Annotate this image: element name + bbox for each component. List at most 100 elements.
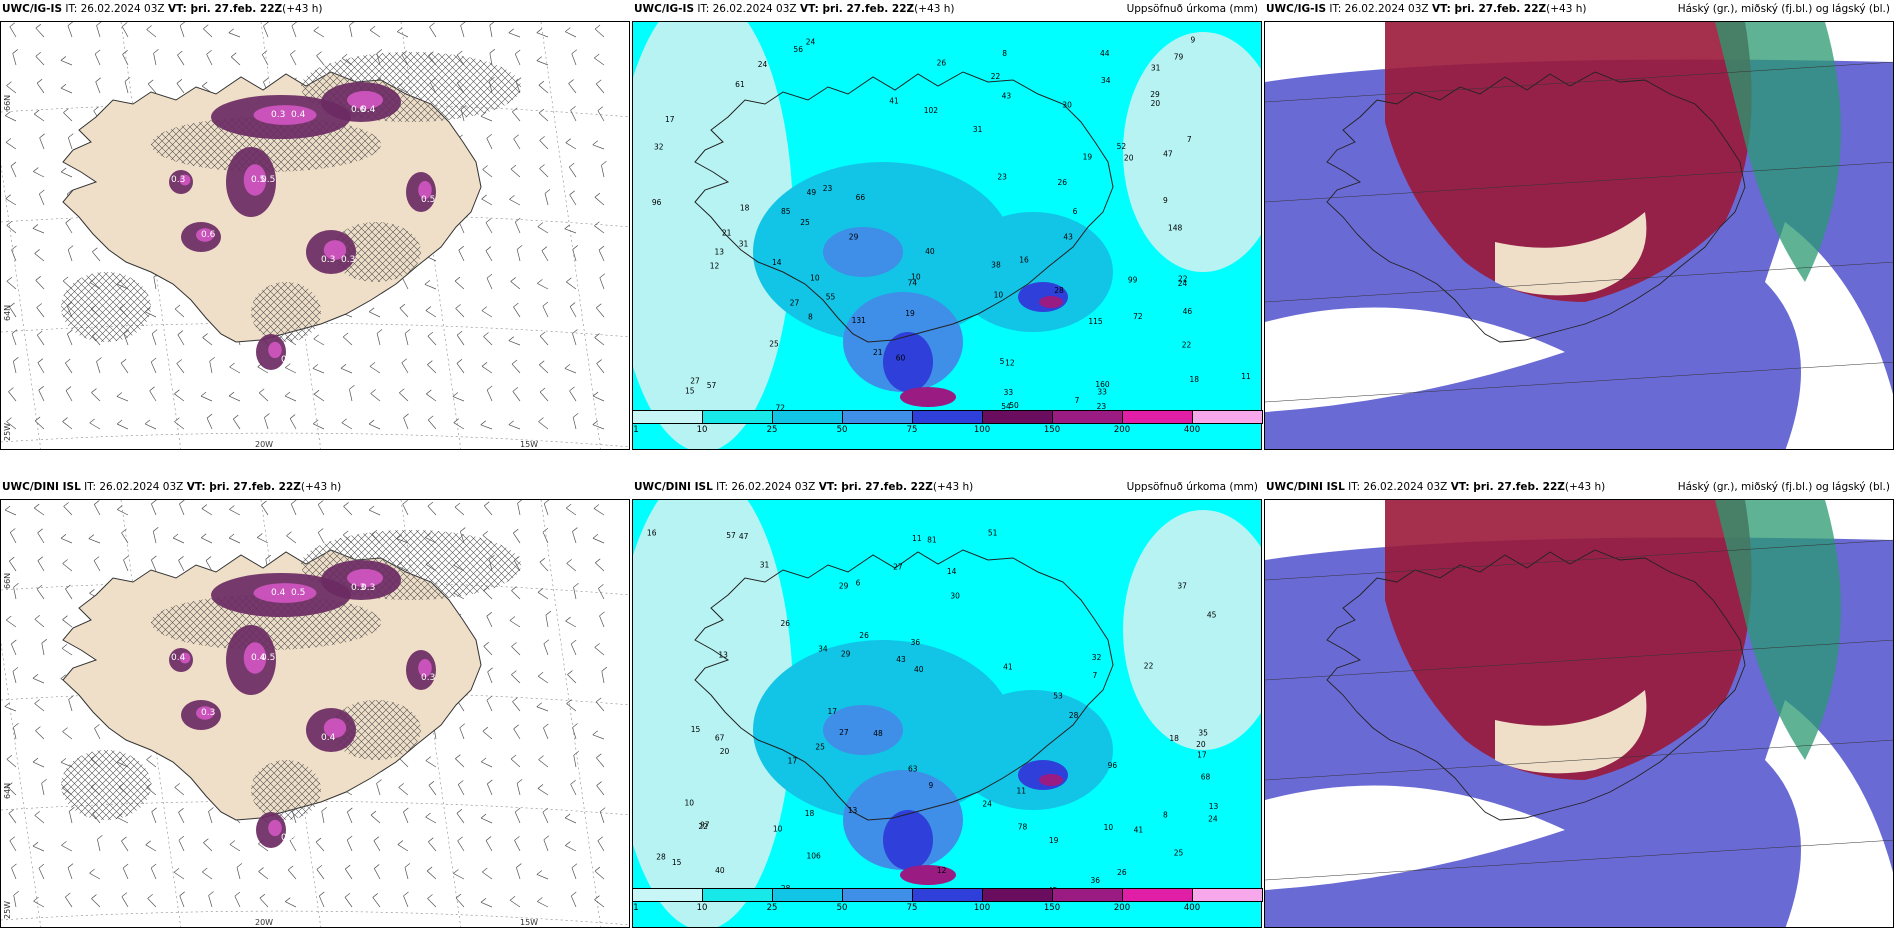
wind-barb-flag <box>151 807 157 813</box>
wind-barb <box>594 28 605 38</box>
colorbar-cell <box>772 888 843 902</box>
wind-barb-flag <box>543 723 549 729</box>
meridian-line <box>1 162 42 449</box>
valid-time: VT: þri. 27.feb. 22Z <box>818 481 933 493</box>
wind-barb <box>121 26 129 38</box>
wind-barb-flag <box>38 385 44 391</box>
wind-barb <box>541 250 549 262</box>
wind-barb-flag <box>565 841 571 846</box>
precip-band-150-200 <box>1039 774 1063 786</box>
wind-barb <box>290 54 297 66</box>
wind-barb <box>208 811 213 824</box>
wind-barb-flag <box>258 388 265 394</box>
wind-barb <box>202 871 213 880</box>
wind-barb-flag <box>453 869 459 874</box>
precip-point-value: 8 <box>1002 49 1007 58</box>
parallel-line <box>1 910 629 926</box>
wind-barb <box>289 418 297 430</box>
wind-barb-flag <box>208 891 214 896</box>
precip-point-value: 22 <box>1182 341 1192 350</box>
wind-barb <box>601 671 605 684</box>
wind-barb <box>453 873 465 880</box>
panel-title: UWC/IG-IS IT: 26.02.2024 03Z VT: þri. 27… <box>632 3 1262 19</box>
wind-barb <box>399 758 409 768</box>
precip-point-value: 20 <box>1124 153 1134 162</box>
wind-barb <box>316 869 325 880</box>
precip-point-value: 8 <box>808 313 813 322</box>
wind-barb-flag <box>312 364 319 369</box>
wind-barb-flag <box>564 813 571 819</box>
wind-barb <box>147 83 157 94</box>
colorbar-cell <box>912 888 983 902</box>
wind-barb <box>312 368 325 374</box>
wind-barb-flag <box>33 503 40 509</box>
wind-barb <box>482 169 493 178</box>
wind-barb-flag <box>458 780 464 785</box>
wind-barb-flag <box>598 584 604 589</box>
precip-point-value: 85 <box>781 207 791 216</box>
wind-barb-flag <box>570 106 576 111</box>
icing-core <box>196 228 214 242</box>
precip-colorbar: 1 10 25 50 75 100 150 200 400 <box>632 410 1263 435</box>
icing-core <box>179 174 191 186</box>
wind-barb <box>572 727 577 740</box>
wind-barb-flag <box>569 386 575 392</box>
wind-barb-flag <box>5 111 11 116</box>
wind-barb <box>172 537 185 544</box>
map-canvas <box>1265 22 1893 449</box>
icing-core <box>196 706 214 720</box>
wind-barb <box>313 30 325 38</box>
wind-barb-flag <box>565 27 571 32</box>
wind-barb-flag <box>208 807 214 812</box>
grid-line <box>1265 639 1893 681</box>
wind-barb <box>539 391 549 402</box>
field-description: Háský (gr.), miðský (fj.bl.) og lágský (… <box>1677 481 1890 493</box>
cloud-hatch-area <box>61 750 151 820</box>
wind-barb <box>480 115 493 122</box>
wind-barb-flag <box>537 588 544 593</box>
wind-barb <box>315 841 325 852</box>
wind-barb-flag <box>539 331 546 337</box>
colorbar-cell <box>1192 410 1263 424</box>
wind-barb-flag <box>147 894 153 899</box>
precip-point-value: 48 <box>873 729 883 738</box>
precip-point-value: 45 <box>1207 610 1217 619</box>
precip-band-75-100 <box>883 810 933 870</box>
wind-barb <box>344 868 353 880</box>
wind-barb <box>91 392 101 402</box>
wind-barb <box>508 340 521 346</box>
precip-point-value: 30 <box>1062 101 1072 110</box>
wind-barb <box>544 193 549 206</box>
wind-barb-flag <box>8 387 14 392</box>
precip-point-value: 102 <box>924 106 939 115</box>
icing-contour-label: 0.6 <box>201 230 216 240</box>
wind-barb <box>176 363 185 374</box>
precip-point-value: 24 <box>982 800 992 809</box>
icing-contour-label: 0.4 <box>251 653 266 663</box>
init-time: IT: 26.02.2024 03Z <box>62 3 168 15</box>
wind-barb-flag <box>11 639 17 645</box>
wind-barb-flag <box>404 329 411 334</box>
wind-barb <box>513 138 521 150</box>
colorbar-tick: 25 <box>766 425 778 435</box>
wind-barb <box>592 395 605 402</box>
model-name: UWC/DINI ISL <box>2 481 81 493</box>
wind-barb-flag <box>178 835 185 841</box>
icing-core <box>253 583 317 603</box>
wind-barb-flag <box>570 779 576 785</box>
wind-barb <box>144 423 157 430</box>
wind-barb <box>344 897 353 908</box>
wind-barb-flag <box>291 500 297 505</box>
wind-barb <box>147 898 157 908</box>
wind-barb <box>426 393 437 402</box>
precip-point-value: 115 <box>1088 317 1103 326</box>
wind-barb <box>536 32 549 38</box>
wind-barb-flag <box>342 530 349 536</box>
wind-barb <box>514 840 521 852</box>
wind-barb-flag <box>514 49 521 55</box>
colorbar-tick: 50 <box>836 903 848 913</box>
lead-time: (+43 h) <box>1546 3 1587 15</box>
wind-barb <box>151 811 157 824</box>
wind-barb <box>229 366 241 374</box>
wind-barb-flag <box>121 22 128 27</box>
